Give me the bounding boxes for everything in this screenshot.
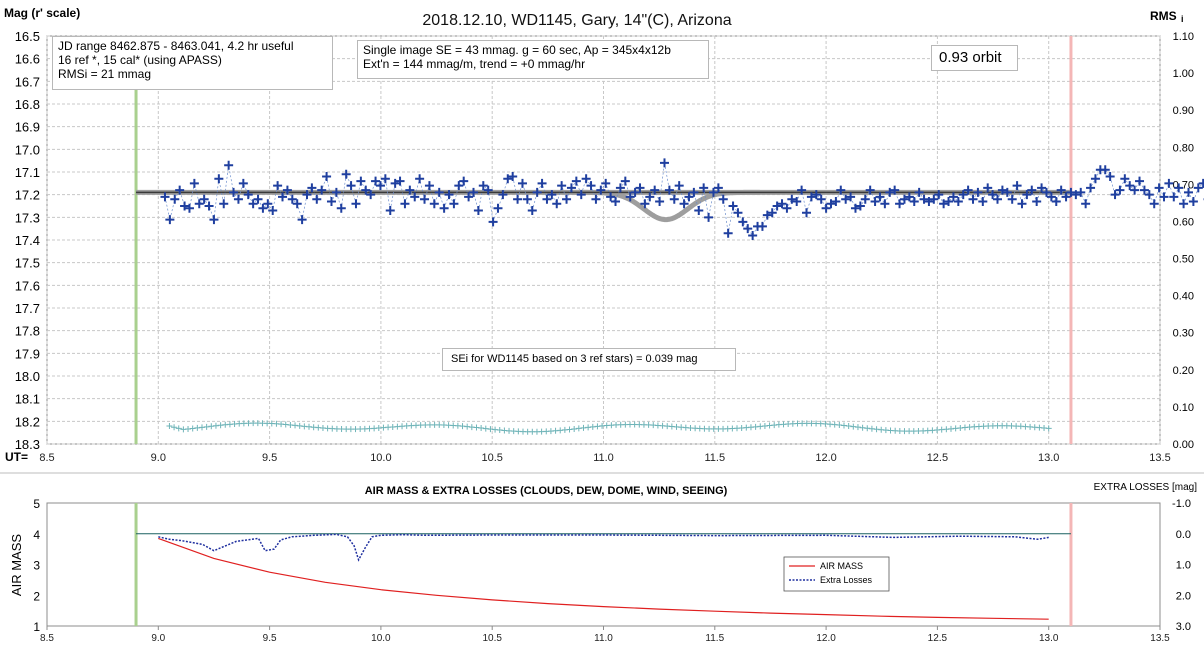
legend-extra-losses-label: Extra Losses xyxy=(820,575,873,585)
lower-x-tick-label: 10.5 xyxy=(482,633,502,644)
upper-right-axis-subscript: i xyxy=(1181,14,1184,24)
lower-y-tick-label: 3 xyxy=(33,559,40,573)
lower-x-tick-label: 13.0 xyxy=(1039,633,1059,644)
upper-x-tick-label: 12.0 xyxy=(815,452,836,464)
upper-right-tick-label: 0.20 xyxy=(1173,365,1194,377)
rmsi-line: RMSi = 21 mmag xyxy=(58,67,327,81)
upper-y-tick-label: 17.3 xyxy=(15,210,40,225)
jd-range-line: JD range 8462.875 - 8463.041, 4.2 hr use… xyxy=(58,39,327,53)
lower-x-tick-label: 11.0 xyxy=(594,633,613,644)
upper-right-tick-label: 0.40 xyxy=(1173,291,1194,303)
upper-x-tick-label: 11.0 xyxy=(593,452,614,464)
lower-x-tick-label: 13.5 xyxy=(1150,633,1170,644)
upper-y-tick-label: 17.1 xyxy=(15,165,40,180)
upper-right-tick-label: 0.70 xyxy=(1173,179,1194,191)
upper-y-tick-label: 17.8 xyxy=(15,324,40,339)
lower-y-tick-label: 5 xyxy=(33,497,40,511)
upper-x-tick-label: 10.5 xyxy=(481,452,502,464)
upper-x-tick-label: 9.5 xyxy=(262,452,277,464)
magnitude-point xyxy=(1160,192,1169,201)
upper-x-tick-label: 9.0 xyxy=(151,452,166,464)
lower-x-tick-label: 12.0 xyxy=(816,633,836,644)
upper-right-tick-label: 0.90 xyxy=(1173,105,1194,117)
magnitude-point xyxy=(1199,179,1204,188)
upper-y-tick-label: 16.8 xyxy=(15,97,40,112)
lower-x-tick-label: 9.0 xyxy=(151,633,165,644)
lower-right-tick-label: -1.0 xyxy=(1172,498,1191,510)
jd-range-box: JD range 8462.875 - 8463.041, 4.2 hr use… xyxy=(52,36,333,90)
upper-right-tick-label: 0.00 xyxy=(1173,439,1194,451)
lower-x-tick-label: 10.0 xyxy=(371,633,391,644)
upper-right-axis-title: RMS xyxy=(1150,9,1177,23)
upper-y-tick-label: 18.2 xyxy=(15,414,40,429)
upper-y-tick-label: 17.2 xyxy=(15,188,40,203)
ref-stars-line: 16 ref *, 15 cal* (using APASS) xyxy=(58,53,327,67)
upper-x-tick-label: 13.5 xyxy=(1149,452,1170,464)
upper-right-tick-label: 1.10 xyxy=(1173,31,1194,43)
magnitude-point xyxy=(1194,183,1203,192)
orbit-box: 0.93 orbit xyxy=(931,45,1018,71)
upper-y-tick-label: 17.4 xyxy=(15,233,40,248)
upper-x-tick-label: 11.5 xyxy=(705,452,726,464)
upper-y-tick-label: 16.5 xyxy=(15,29,40,44)
upper-x-tick-label: 10.0 xyxy=(370,452,391,464)
lower-plot-area xyxy=(47,503,1160,626)
lower-legend: AIR MASS Extra Losses xyxy=(784,557,889,591)
lower-chart-title: AIR MASS & EXTRA LOSSES (CLOUDS, DEW, DO… xyxy=(365,485,728,497)
lower-y-tick-label: 4 xyxy=(33,528,40,542)
sei-box: SEi for WD1145 based on 3 ref stars) = 0… xyxy=(442,348,736,371)
extinction-line: Ext'n = 144 mmag/m, trend = +0 mmag/hr xyxy=(363,57,703,71)
single-image-se-box: Single image SE = 43 mmag. g = 60 sec, A… xyxy=(357,40,709,79)
air-mass-axis-title: AIR MASS xyxy=(9,534,24,596)
upper-left-axis-title: Mag (r' scale) xyxy=(4,6,80,20)
upper-y-tick-label: 16.9 xyxy=(15,120,40,135)
se-line: Single image SE = 43 mmag. g = 60 sec, A… xyxy=(363,43,703,57)
upper-y-tick-label: 17.0 xyxy=(15,142,40,157)
upper-x-tick-label: 12.5 xyxy=(927,452,948,464)
lower-right-tick-label: 1.0 xyxy=(1176,560,1191,572)
lower-x-tick-label: 12.5 xyxy=(928,633,948,644)
lower-y-tick-label: 1 xyxy=(33,620,40,634)
magnitude-point xyxy=(1189,197,1198,206)
lower-x-tick-label: 8.5 xyxy=(40,633,54,644)
upper-chart-title: 2018.12.10, WD1145, Gary, 14"(C), Arizon… xyxy=(422,12,731,29)
legend-air-mass-label: AIR MASS xyxy=(820,561,863,571)
upper-y-tick-label: 16.6 xyxy=(15,52,40,67)
lower-x-tick-label: 11.5 xyxy=(705,633,724,644)
upper-y-tick-label: 18.0 xyxy=(15,369,40,384)
upper-right-tick-label: 0.30 xyxy=(1173,328,1194,340)
lower-y-tick-label: 2 xyxy=(33,589,40,603)
upper-right-tick-label: 0.80 xyxy=(1173,142,1194,154)
upper-x-tick-label: 13.0 xyxy=(1038,452,1059,464)
upper-x-tick-label: 8.5 xyxy=(39,452,54,464)
upper-right-tick-label: 0.60 xyxy=(1173,216,1194,228)
magnitude-point xyxy=(1169,192,1178,201)
lower-x-tick-label: 9.5 xyxy=(263,633,277,644)
upper-y-tick-label: 17.6 xyxy=(15,278,40,293)
upper-y-tick-label: 18.1 xyxy=(15,392,40,407)
upper-y-tick-label: 16.7 xyxy=(15,74,40,89)
upper-y-tick-label: 17.7 xyxy=(15,301,40,316)
upper-right-tick-label: 0.10 xyxy=(1173,402,1194,414)
upper-y-tick-label: 17.5 xyxy=(15,256,40,271)
upper-x-axis-title: UT= xyxy=(5,450,28,464)
lower-right-tick-label: 0.0 xyxy=(1176,529,1191,541)
lower-right-tick-label: 2.0 xyxy=(1176,590,1191,602)
upper-y-tick-label: 17.9 xyxy=(15,346,40,361)
upper-right-tick-label: 1.00 xyxy=(1173,68,1194,80)
extra-losses-axis-title: EXTRA LOSSES [mag] xyxy=(1094,482,1198,493)
lower-right-tick-label: 3.0 xyxy=(1176,621,1191,633)
upper-right-tick-label: 0.50 xyxy=(1173,254,1194,266)
magnitude-point xyxy=(1179,199,1188,208)
